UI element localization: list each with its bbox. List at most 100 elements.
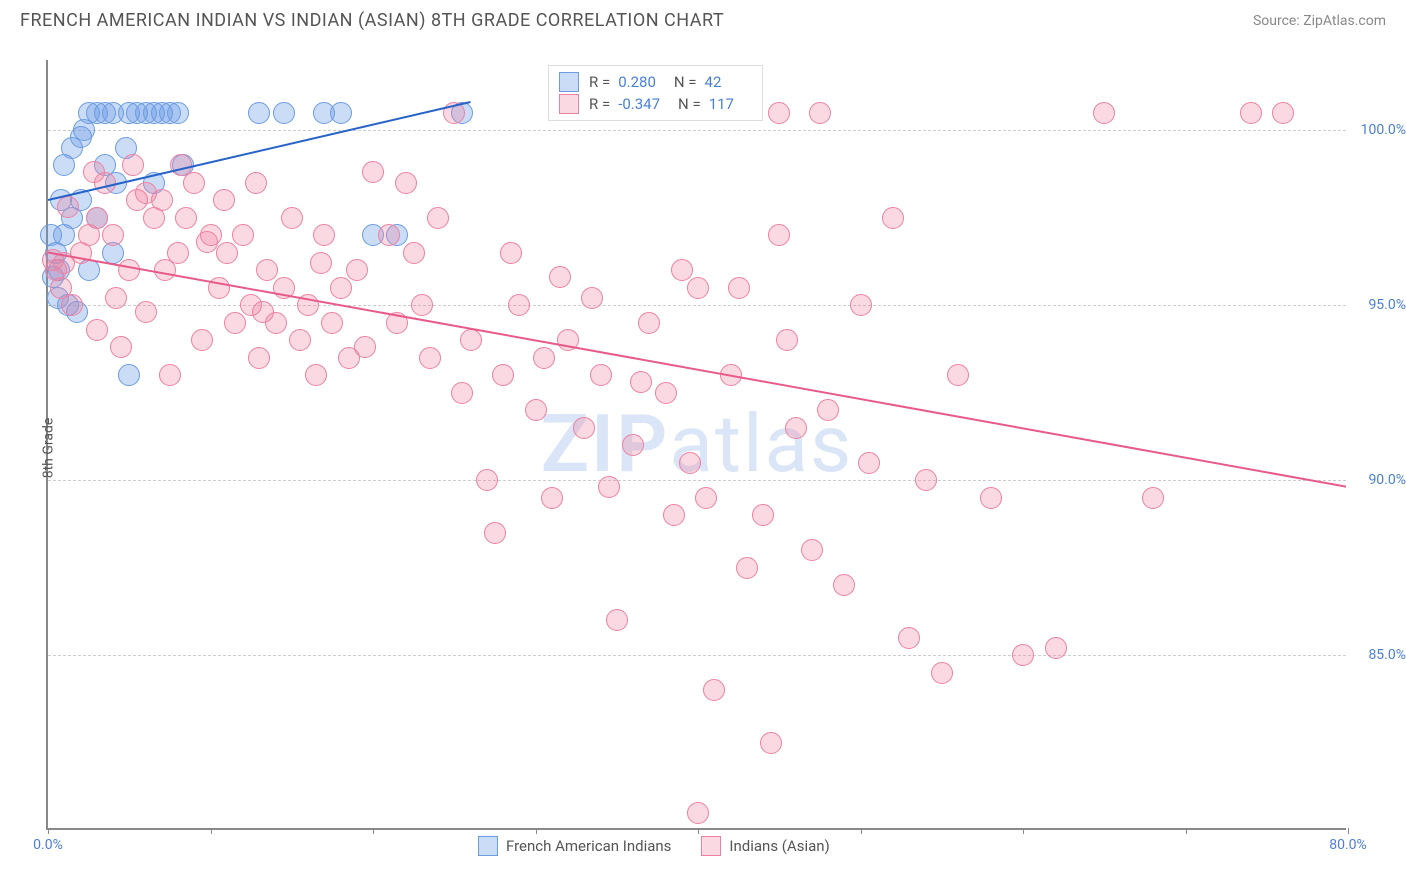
scatter-marker [1045,637,1067,659]
scatter-marker [362,161,384,183]
scatter-marker [492,364,514,386]
scatter-marker [245,172,267,194]
scatter-marker [785,417,807,439]
x-tick-label: 80.0% [1329,837,1367,853]
legend-stats: R =0.280N =42R =-0.347N =117 [548,65,763,121]
scatter-marker [541,487,563,509]
legend-bottom: French American Indians Indians (Asian) [478,836,830,856]
x-tick [48,828,49,834]
scatter-marker [451,382,473,404]
scatter-marker [118,364,140,386]
scatter-marker [443,102,465,124]
scatter-marker [622,434,644,456]
scatter-marker [720,364,742,386]
scatter-marker [83,161,105,183]
scatter-marker [248,102,270,124]
scatter-marker [395,172,417,194]
scatter-marker [105,287,127,309]
scatter-marker [346,259,368,281]
x-tick [861,828,862,834]
x-tick [373,828,374,834]
scatter-marker [289,329,311,351]
scatter-marker [151,189,173,211]
scatter-marker [310,252,332,274]
scatter-marker [663,504,685,526]
scatter-marker [167,102,189,124]
scatter-marker [598,476,620,498]
scatter-marker [118,259,140,281]
scatter-marker [606,609,628,631]
legend-stats-text: R =0.280N =42 [589,73,739,91]
scatter-marker [403,242,425,264]
x-tick [211,828,212,834]
scatter-marker [427,207,449,229]
scatter-marker [525,399,547,421]
scatter-marker [154,259,176,281]
scatter-marker [313,224,335,246]
scatter-marker [330,102,352,124]
scatter-marker [252,301,274,323]
scatter-marker [736,557,758,579]
scatter-marker [216,242,238,264]
scatter-marker [248,347,270,369]
scatter-marker [183,172,205,194]
scatter-marker [305,364,327,386]
x-tick [1186,828,1187,834]
scatter-marker [256,259,278,281]
scatter-marker [809,102,831,124]
scatter-marker [330,277,352,299]
scatter-marker [224,312,246,334]
grid-line [48,130,1346,131]
chart-container: 8th Grade ZIPatlas 85.0%90.0%95.0%100.0%… [46,60,1386,830]
scatter-marker [655,382,677,404]
x-tick [1348,828,1349,834]
scatter-marker [135,301,157,323]
scatter-marker [768,102,790,124]
legend-stats-row: R =0.280N =42 [559,72,752,92]
scatter-marker [703,679,725,701]
scatter-marker [630,371,652,393]
chart-title: FRENCH AMERICAN INDIAN VS INDIAN (ASIAN)… [20,10,724,31]
scatter-marker [695,487,717,509]
scatter-marker [533,347,555,369]
scatter-marker [590,364,612,386]
scatter-marker [354,336,376,358]
scatter-marker [1142,487,1164,509]
watermark: ZIPatlas [541,397,854,491]
scatter-marker [768,224,790,246]
scatter-marker [573,417,595,439]
scatter-marker [1093,102,1115,124]
scatter-marker [378,224,400,246]
scatter-marker [411,294,433,316]
scatter-marker [915,469,937,491]
legend-item: Indians (Asian) [701,836,829,856]
scatter-marker [776,329,798,351]
scatter-marker [508,294,530,316]
scatter-marker [1240,102,1262,124]
scatter-marker [850,294,872,316]
scatter-marker [817,399,839,421]
scatter-marker [581,287,603,309]
y-axis-label: 8th Grade [40,418,56,479]
scatter-marker [86,207,108,229]
legend-item: French American Indians [478,836,671,856]
scatter-marker [752,504,774,526]
scatter-marker [833,574,855,596]
scatter-marker [476,469,498,491]
legend-swatch [478,836,498,856]
scatter-marker [1012,644,1034,666]
scatter-marker [297,294,319,316]
scatter-marker [73,119,95,141]
scatter-marker [858,452,880,474]
legend-swatch [559,94,579,114]
scatter-marker [57,196,79,218]
scatter-marker [980,487,1002,509]
scatter-marker [40,224,62,246]
scatter-marker [801,539,823,561]
y-tick-label: 90.0% [1368,472,1406,488]
scatter-marker [549,266,571,288]
scatter-marker [102,224,124,246]
trend-lines [48,60,1346,828]
scatter-marker [273,102,295,124]
x-tick [698,828,699,834]
